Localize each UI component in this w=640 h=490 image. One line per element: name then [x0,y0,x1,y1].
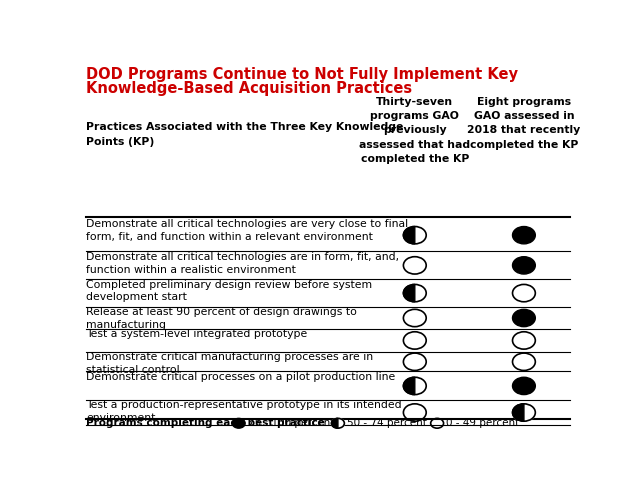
Text: development start: development start [86,292,187,302]
Text: Programs completing each best practice: Programs completing each best practice [86,418,325,428]
Text: Test a system-level integrated prototype: Test a system-level integrated prototype [86,329,307,339]
Text: function within a realistic environment: function within a realistic environment [86,265,296,274]
Text: statistical control: statistical control [86,365,180,375]
Wedge shape [403,377,415,394]
Circle shape [403,377,426,394]
Text: Test a production-representative prototype in its intended: Test a production-representative prototy… [86,400,401,410]
Circle shape [513,309,535,327]
Circle shape [513,404,535,421]
Text: previously: previously [383,125,447,135]
Text: 50 - 74 percent: 50 - 74 percent [347,418,427,428]
Circle shape [332,418,344,428]
Circle shape [513,257,535,274]
Text: Demonstrate critical manufacturing processes are in: Demonstrate critical manufacturing proce… [86,352,373,362]
Text: Thirty-seven: Thirty-seven [376,97,453,106]
Wedge shape [332,418,338,428]
Text: GAO assessed in: GAO assessed in [474,111,574,121]
Text: 75 - 100 percent: 75 - 100 percent [248,418,334,428]
Text: Points (KP): Points (KP) [86,137,154,147]
Wedge shape [513,404,524,421]
Text: Release at least 90 percent of design drawings to: Release at least 90 percent of design dr… [86,307,357,317]
Text: completed the KP: completed the KP [360,154,469,164]
Circle shape [513,377,535,394]
Wedge shape [403,284,415,302]
Text: Completed preliminary design review before system: Completed preliminary design review befo… [86,279,372,290]
Circle shape [403,284,426,302]
Text: Knowledge-Based Acquisition Practices: Knowledge-Based Acquisition Practices [86,81,412,96]
Wedge shape [403,226,415,244]
Text: Demonstrate critical processes on a pilot production line: Demonstrate critical processes on a pilo… [86,372,396,382]
Text: 0 - 49 percent: 0 - 49 percent [446,418,519,428]
Text: Demonstrate all critical technologies are in form, fit, and,: Demonstrate all critical technologies ar… [86,252,399,262]
Circle shape [232,418,245,428]
Circle shape [403,226,426,244]
Text: manufacturing: manufacturing [86,319,166,330]
Text: assessed that had: assessed that had [359,140,470,149]
Text: environment: environment [86,413,156,423]
Text: programs GAO: programs GAO [371,111,460,121]
Circle shape [513,226,535,244]
Text: form, fit, and function within a relevant environment: form, fit, and function within a relevan… [86,232,373,242]
Text: DOD Programs Continue to Not Fully Implement Key: DOD Programs Continue to Not Fully Imple… [86,67,518,82]
Text: Practices Associated with the Three Key Knowledge: Practices Associated with the Three Key … [86,122,403,132]
Text: 2018 that recently: 2018 that recently [467,125,580,135]
Text: Demonstrate all critical technologies are very close to final: Demonstrate all critical technologies ar… [86,219,408,229]
Text: completed the KP: completed the KP [470,140,578,149]
Text: Eight programs: Eight programs [477,97,571,106]
